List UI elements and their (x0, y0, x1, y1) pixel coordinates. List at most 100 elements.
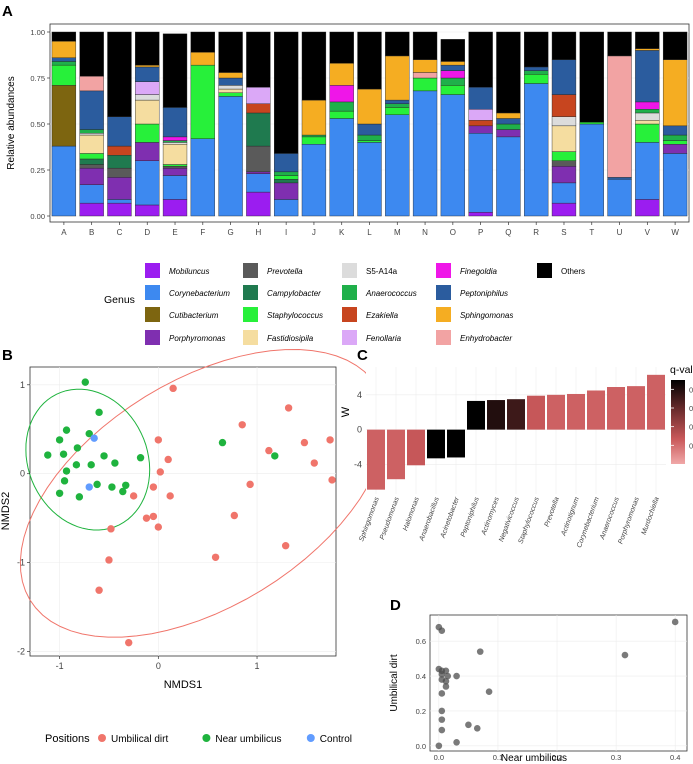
panel-label-b: B (2, 347, 13, 364)
bar-segment-m-peptoniphilus (385, 99, 410, 104)
legend-key-fastidiosipila (243, 330, 258, 345)
bar-segment-s-fastidiosipila (551, 125, 577, 152)
panel-a-x-ticks: A B C D E F G H I J K L M N O P Q R S T U V W (61, 222, 679, 237)
bar-segment-w-sphingomonas (662, 59, 688, 127)
bar-segment-s-peptoniphilus (551, 59, 577, 95)
bar-segment-g-s5-a14a (218, 85, 243, 90)
bar-segment-g-sphingomonas (218, 72, 243, 79)
point (476, 648, 484, 655)
bar-segment-u-others (607, 31, 632, 57)
legend-key-enhydrobacter (436, 330, 451, 345)
panel-a-x-tick-label-u: U (617, 228, 623, 237)
bar-negativicoccus (507, 399, 525, 430)
point-umbilical-dirt (230, 511, 239, 520)
point-near-umbilicus (136, 454, 145, 462)
bar-segment-h-ezakiella (246, 103, 271, 114)
point-umbilical-dirt (164, 455, 172, 464)
bar-sphingomonas (367, 429, 385, 490)
point-umbilical-dirt (310, 459, 318, 467)
bar-segment-u-enhydrobacter (607, 55, 632, 178)
panel-c-x-tick-label-prevotella: Prevotella (544, 496, 561, 528)
legend-label-finegoldia: Finegoldia (460, 267, 497, 276)
bar-segment-b-anaerococcus (79, 129, 104, 134)
bar-segment-m-staphylococcus (385, 107, 410, 116)
point-near-umbilicus (81, 378, 89, 386)
panel-d-y-axis-label: Umbilical dirt (389, 654, 400, 711)
bar-segment-j-staphylococcus (301, 136, 327, 145)
legend-label-peptoniphilus: Peptoniphilus (460, 289, 508, 298)
point-umbilical-dirt (265, 446, 273, 455)
point-umbilical-dirt (326, 436, 334, 444)
point (444, 672, 452, 680)
panel-c-x-tick-label-negativicoccus: Negativicoccus (498, 496, 521, 543)
bar-segment-j-sphingomonas (301, 99, 327, 136)
bar-peptoniphilus (467, 400, 485, 430)
panel-d-ticks: 0.0 0.1 0.2 0.3 0.4 0.0 0.2 0.4 0.6 (416, 637, 681, 762)
bar-segment-w-peptoniphilus (662, 125, 688, 136)
bar-segment-o-finegoldia (440, 70, 465, 79)
point-near-umbilicus (60, 477, 69, 485)
panel-d-x-tick-label: 0.0 (434, 753, 444, 762)
bar-segment-a-staphylococcus (51, 64, 77, 86)
panel-c-y-tick-label: 4 (357, 390, 362, 400)
bar-murdochiella (647, 374, 665, 430)
bar-segment-w-staphylococcus (662, 140, 688, 145)
panel-a-x-tick-label-p: P (478, 228, 483, 237)
bar-segment-m-sphingomonas (385, 55, 410, 101)
bar-segment-p-mobiluncus (468, 212, 493, 217)
point-near-umbilicus (62, 426, 71, 434)
bar-segment-d-mobiluncus (135, 204, 160, 217)
bar-segment-l-peptoniphilus (357, 123, 382, 136)
bar-segment-c-campylobacter (107, 155, 132, 169)
panel-c-x-tick-label-peptoniphilus: Peptoniphilus (460, 496, 481, 538)
panel-d-x-tick-label: 0.2 (552, 753, 562, 762)
bar-segment-v-s5-a14a (635, 112, 660, 121)
legend-label-others: Others (561, 267, 585, 276)
point (671, 618, 679, 626)
legend-label-staphylococcus: Staphylococcus (267, 311, 323, 320)
bar-segment-j-corynebacterium (301, 144, 327, 217)
bar-segment-t-corynebacterium (579, 123, 604, 217)
legend-label-ezakiella: Ezakiella (366, 311, 399, 320)
point (442, 683, 450, 690)
bar-segment-k-anaerococcus (329, 101, 354, 112)
bar-segment-g-staphylococcus (218, 92, 243, 97)
panel-d-points (435, 618, 679, 750)
bar-porphyromonas (627, 386, 645, 430)
bar-segment-c-porphyromonas (107, 177, 132, 200)
point-near-umbilicus (59, 450, 68, 458)
point-umbilical-dirt (154, 436, 163, 444)
point (453, 738, 460, 746)
point-near-umbilicus (93, 480, 101, 489)
legend-key-finegoldia (436, 263, 451, 278)
bar-acinetobacter (447, 429, 465, 458)
point-umbilical-dirt (105, 556, 113, 564)
panel-c-legend-title: q-value (670, 364, 693, 376)
panel-b-gridlines (30, 367, 336, 656)
bar-segment-c-peptoniphilus (107, 116, 132, 147)
panel-a-y-axis-label: Relative abundances (6, 76, 17, 169)
bar-segment-a-sphingomonas (51, 41, 77, 58)
panel-a-x-tick-label-n: N (422, 228, 428, 237)
bar-segment-c-ezakiella (107, 145, 132, 156)
bar-segment-v-staphylococcus (635, 123, 660, 143)
point (473, 725, 481, 732)
bar-prevotella (547, 394, 565, 430)
panel-c-colorbar-tick-label: 0.03 (689, 404, 693, 413)
bar-segment-b-mobiluncus (79, 202, 104, 217)
panel-d-y-tick-label: 0.2 (416, 707, 426, 716)
panel-a-x-tick-label-v: V (645, 228, 651, 237)
point-umbilical-dirt (169, 384, 177, 393)
panel-a-x-tick-label-l: L (367, 228, 372, 237)
point (485, 688, 493, 696)
panel-b-y-axis-label: NMDS2 (0, 492, 12, 531)
panel-a-x-tick-label-w: W (671, 228, 679, 237)
bar-segment-o-staphylococcus (440, 85, 465, 95)
point-control (90, 434, 98, 442)
panel-a-x-tick-label-g: G (227, 228, 233, 237)
panel-d-x-tick-label: 0.1 (493, 753, 503, 762)
bar-anaerobacillus (427, 429, 445, 459)
